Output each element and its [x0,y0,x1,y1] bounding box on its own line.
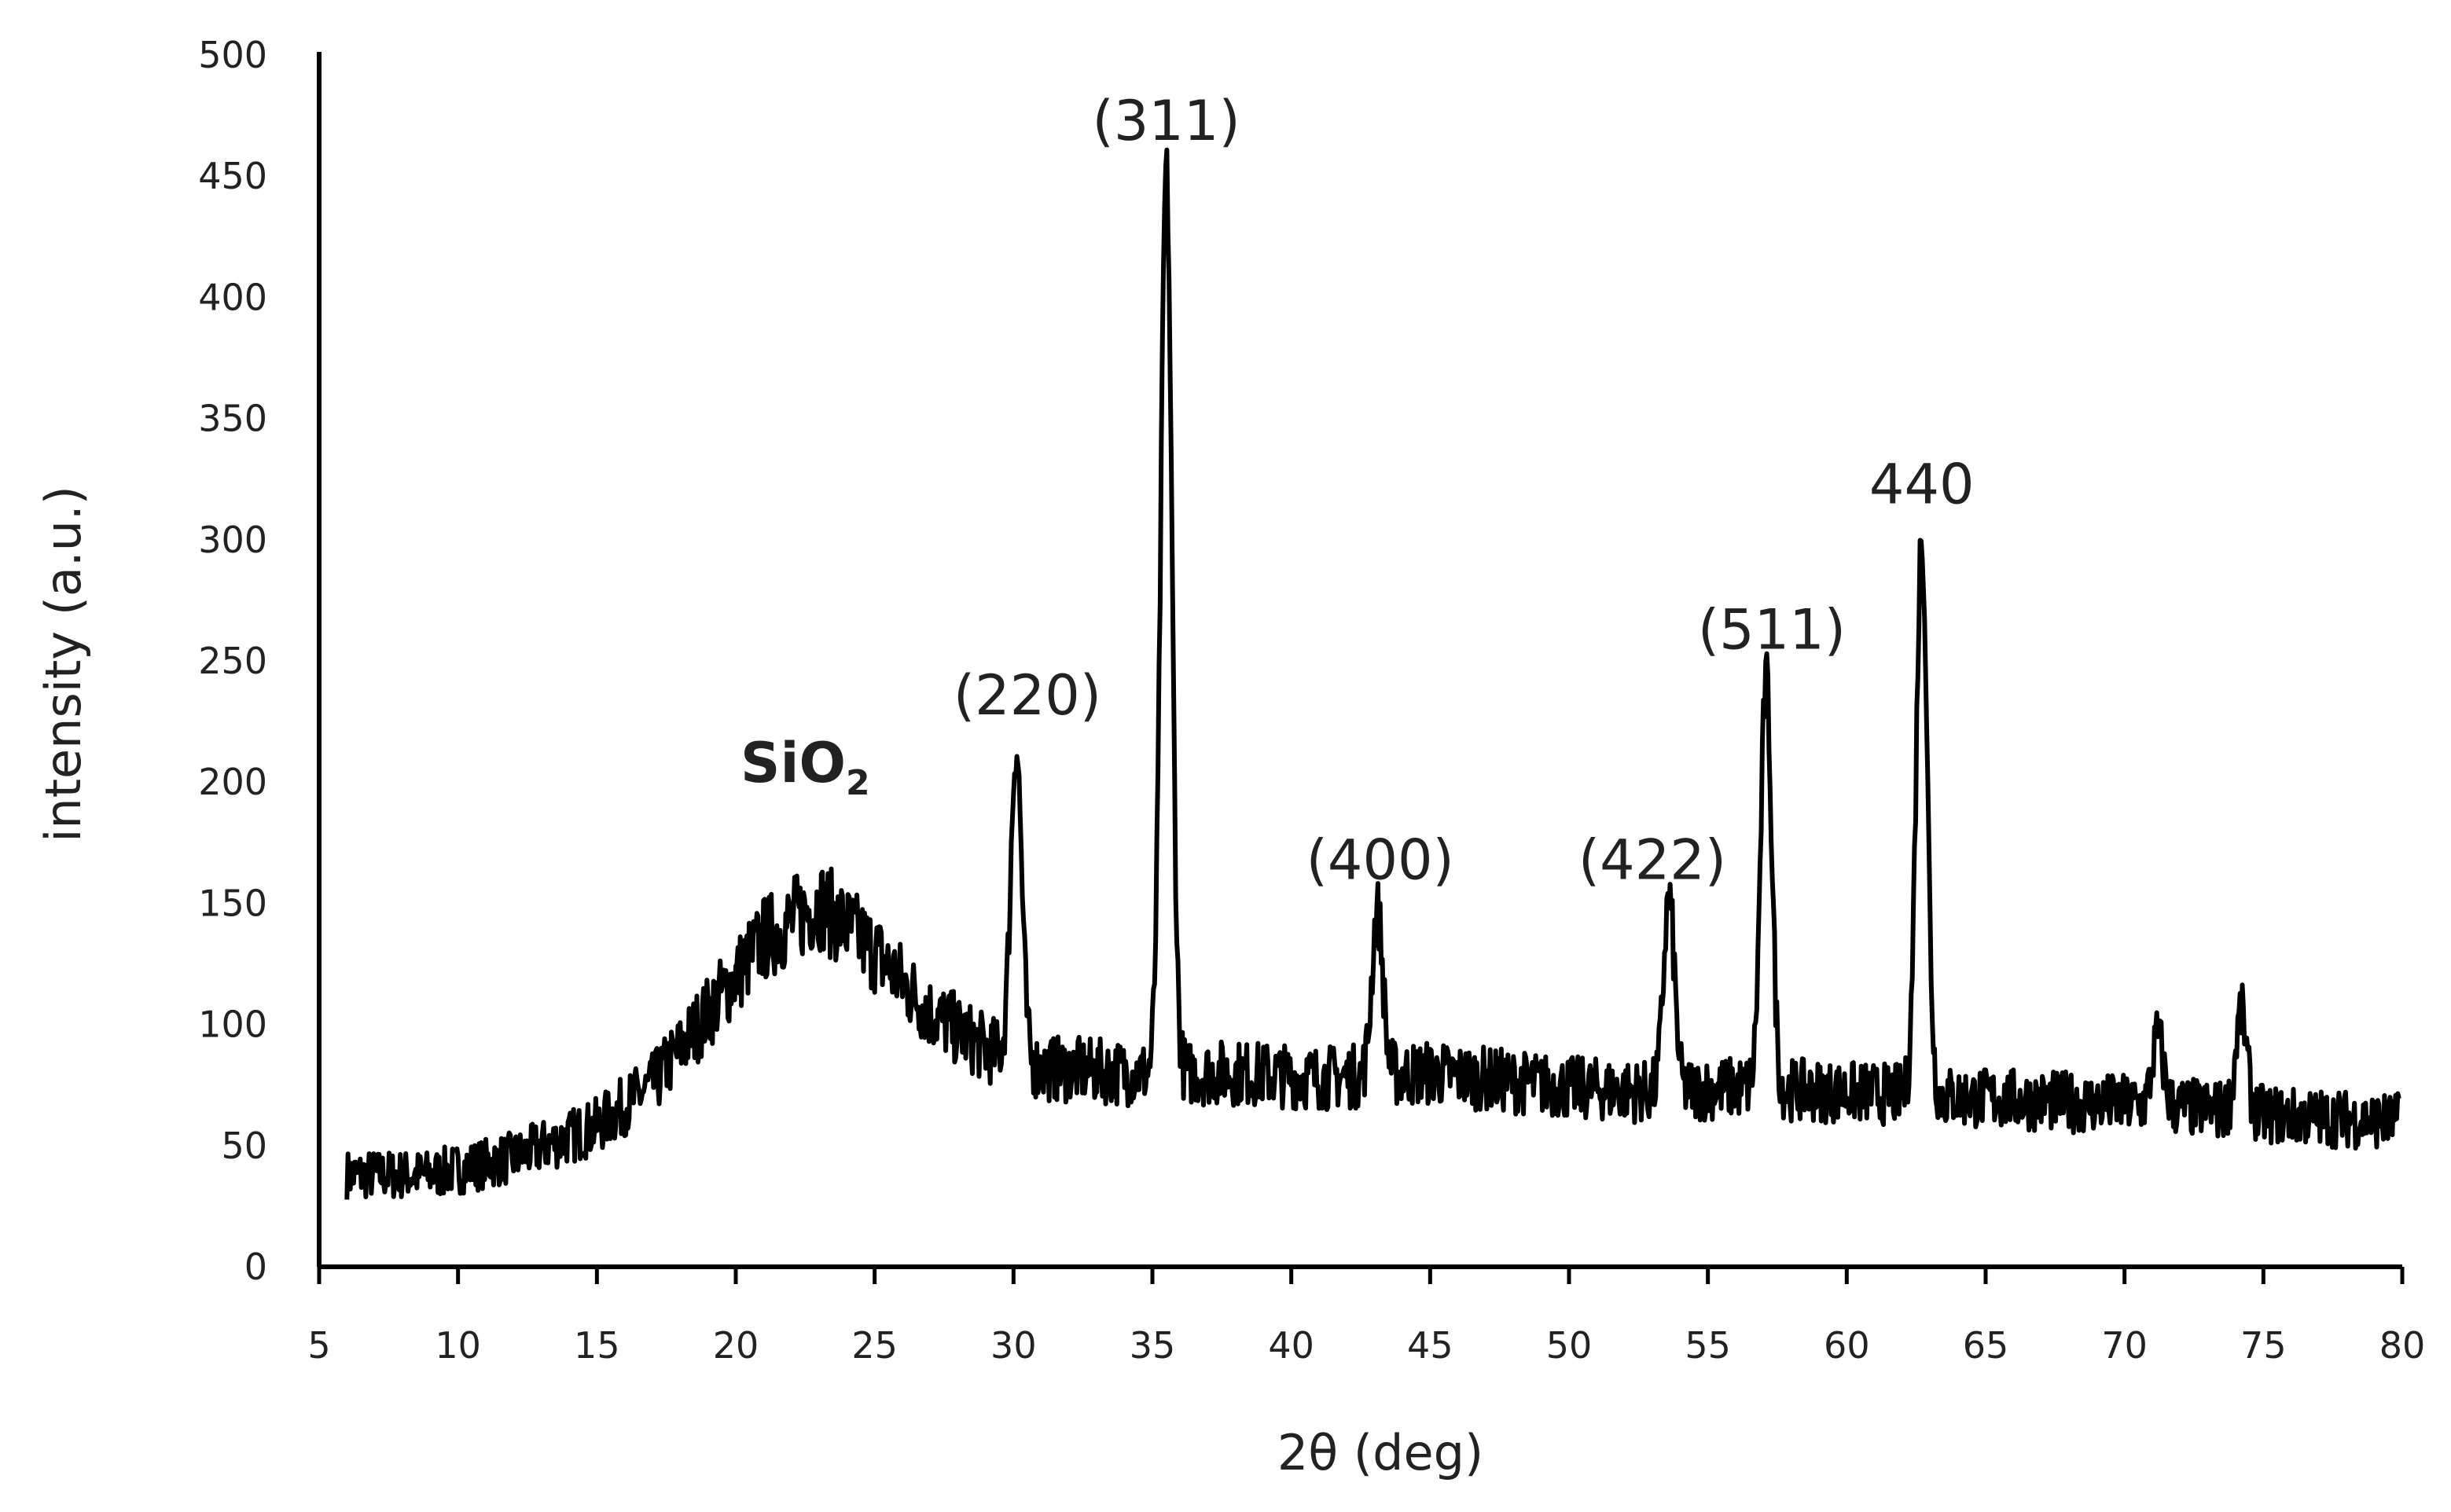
x-tick-label: 80 [2379,1324,2426,1367]
y-tick-label: 450 [198,155,267,197]
x-tick-label: 20 [713,1324,759,1367]
x-tick-label: 45 [1407,1324,1453,1367]
x-tick-label: 65 [1963,1324,2009,1367]
peak-annotation: (422) [1578,828,1726,893]
x-tick-label: 40 [1268,1324,1314,1367]
peak-annotation: 440 [1869,453,1975,517]
y-tick-label: 150 [198,882,267,924]
x-tick-label: 70 [2101,1324,2148,1367]
peak-annotation: (220) [954,663,1101,728]
y-tick-label: 100 [198,1004,267,1046]
x-tick-label: 35 [1130,1324,1176,1367]
x-axis-label: 2θ (deg) [1277,1424,1483,1481]
x-tick-label: 30 [990,1324,1037,1367]
peak-annotation: SiO2 [740,731,870,803]
y-tick-label: 200 [198,761,267,803]
y-axis-label: intensity (a.u.) [35,486,92,842]
y-tick-label: 250 [198,640,267,682]
x-tick-label: 10 [435,1324,481,1367]
x-tick-label: 75 [2240,1324,2287,1367]
y-tick-label: 300 [198,519,267,561]
x-tick-label: 5 [307,1324,330,1367]
y-tick-label: 350 [198,398,267,440]
y-tick-label: 500 [198,34,267,76]
peak-annotation: (311) [1093,89,1240,153]
y-tick-label: 400 [198,276,267,318]
peak-annotation: (511) [1698,598,1846,662]
y-tick-label: 50 [221,1125,267,1167]
x-tick-label: 55 [1685,1324,1731,1367]
x-tick-label: 15 [574,1324,620,1367]
peak-annotation: (400) [1306,828,1454,893]
y-tick-label: 0 [244,1246,267,1288]
x-tick-label: 25 [851,1324,898,1367]
series-line-xrd [344,147,2401,1200]
x-tick-label: 60 [1824,1324,1870,1367]
x-tick-label: 50 [1546,1324,1593,1367]
